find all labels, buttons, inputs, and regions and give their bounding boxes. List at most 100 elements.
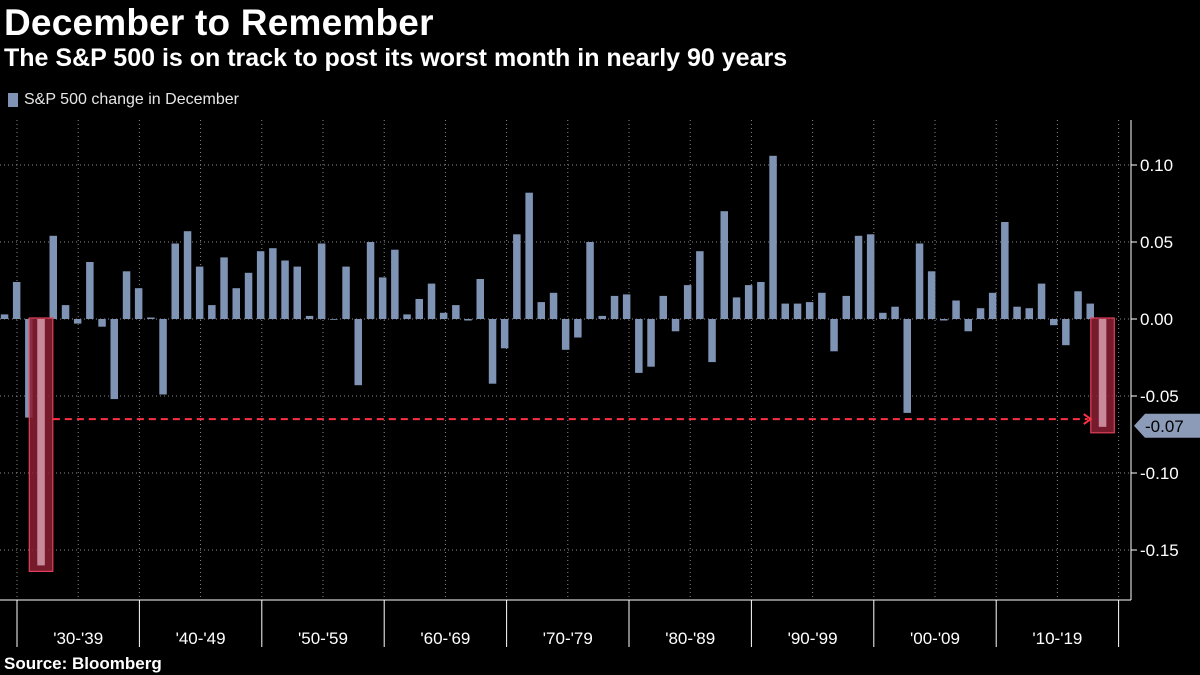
y-tick-label: 0.10 xyxy=(1140,156,1173,175)
data-bar xyxy=(159,319,167,395)
data-bar xyxy=(781,303,789,319)
data-bar xyxy=(269,248,277,319)
data-bar xyxy=(866,234,875,319)
legend-swatch xyxy=(8,93,18,107)
data-bar xyxy=(171,243,179,319)
data-bar xyxy=(73,319,82,324)
data-bar xyxy=(427,283,436,319)
data-bar xyxy=(976,308,985,319)
data-bar xyxy=(647,319,655,367)
data-bar xyxy=(671,319,680,332)
data-bar xyxy=(232,288,240,319)
grid xyxy=(0,120,1131,600)
data-bar xyxy=(988,292,997,319)
data-bar xyxy=(0,314,9,319)
data-bar xyxy=(330,319,338,320)
data-bar xyxy=(708,319,716,363)
data-bar xyxy=(378,277,387,319)
data-bar xyxy=(281,260,289,319)
data-bar xyxy=(659,295,667,319)
highlight-bar xyxy=(37,319,45,566)
data-bar xyxy=(354,319,362,386)
data-bar xyxy=(927,271,936,319)
data-bar xyxy=(598,315,606,319)
y-tick-label: 0.00 xyxy=(1140,310,1173,329)
data-bar xyxy=(305,315,314,319)
source-note: Source: Bloomberg xyxy=(4,654,162,673)
data-bar xyxy=(537,302,545,319)
annotations: -0.07 xyxy=(52,413,1200,438)
data-bar xyxy=(549,292,558,319)
data-bar xyxy=(439,312,448,319)
data-bar xyxy=(195,266,204,319)
data-bar xyxy=(1037,283,1046,319)
data-bar xyxy=(317,243,326,319)
data-bar xyxy=(769,155,777,319)
data-bar xyxy=(415,299,423,319)
data-bar xyxy=(452,305,460,319)
data-bar xyxy=(122,271,131,319)
data-bar xyxy=(830,319,838,352)
data-bar xyxy=(391,249,399,319)
data-bar xyxy=(98,319,106,327)
data-bar xyxy=(293,266,301,319)
data-bar xyxy=(488,319,497,384)
data-bar xyxy=(757,282,765,319)
y-tick-label: 0.05 xyxy=(1140,233,1173,252)
data-bar xyxy=(525,192,533,319)
data-bar xyxy=(366,242,375,319)
data-bar xyxy=(818,292,826,319)
data-bar xyxy=(891,306,899,319)
data-bar xyxy=(574,319,582,338)
data-bar xyxy=(793,303,802,319)
data-bar xyxy=(805,302,814,319)
data-bar xyxy=(61,305,70,319)
value-callout-badge xyxy=(1134,413,1200,438)
bars xyxy=(0,155,1107,566)
data-bar xyxy=(720,211,728,319)
data-bar xyxy=(940,319,948,321)
data-bar xyxy=(110,319,118,400)
data-bar xyxy=(134,288,143,319)
x-tick-label: '90-'99 xyxy=(788,629,838,648)
data-bar xyxy=(1062,319,1070,346)
x-tick-label: '70-'79 xyxy=(543,629,593,648)
data-bar xyxy=(1001,222,1009,319)
x-tick-label: '80-'89 xyxy=(665,629,715,648)
chart-subtitle: The S&P 500 is on track to post its wors… xyxy=(4,44,788,72)
data-bar xyxy=(952,300,960,319)
data-bar xyxy=(964,319,972,332)
x-tick-label: '10-'19 xyxy=(1032,629,1082,648)
x-tick-label: '30-'39 xyxy=(53,629,103,648)
data-bar xyxy=(513,234,521,319)
highlights xyxy=(28,317,1115,572)
x-tick-label: '00-'09 xyxy=(910,629,960,648)
data-bar xyxy=(696,251,704,319)
data-bar xyxy=(208,305,216,319)
data-bar xyxy=(147,317,155,319)
reference-arrowhead xyxy=(1083,413,1093,425)
data-bar xyxy=(500,319,509,349)
x-tick-label: '40-'49 xyxy=(176,629,226,648)
axes: 0.10 0.05 0.00 -0.05 -0.10 -0.15 '30-'39 '40-'4… xyxy=(0,120,1179,648)
x-tick-label: '50-'59 xyxy=(298,629,348,648)
data-bar xyxy=(610,295,619,319)
y-tick-label: -0.10 xyxy=(1140,464,1179,483)
data-bar xyxy=(86,262,94,319)
y-tick-label: -0.15 xyxy=(1140,541,1179,560)
data-bar xyxy=(183,231,192,319)
data-bar xyxy=(403,314,411,319)
data-bar xyxy=(683,285,692,319)
data-bar xyxy=(903,319,911,413)
legend-label: S&P 500 change in December xyxy=(24,91,239,108)
data-bar xyxy=(744,285,753,319)
data-bar xyxy=(1025,308,1033,319)
data-bar xyxy=(561,319,570,350)
data-bar xyxy=(622,294,631,319)
data-bar xyxy=(1050,319,1058,326)
data-bar xyxy=(1086,303,1094,319)
y-tick-label: -0.05 xyxy=(1140,387,1179,406)
data-bar xyxy=(12,282,21,319)
data-bar xyxy=(879,312,887,319)
